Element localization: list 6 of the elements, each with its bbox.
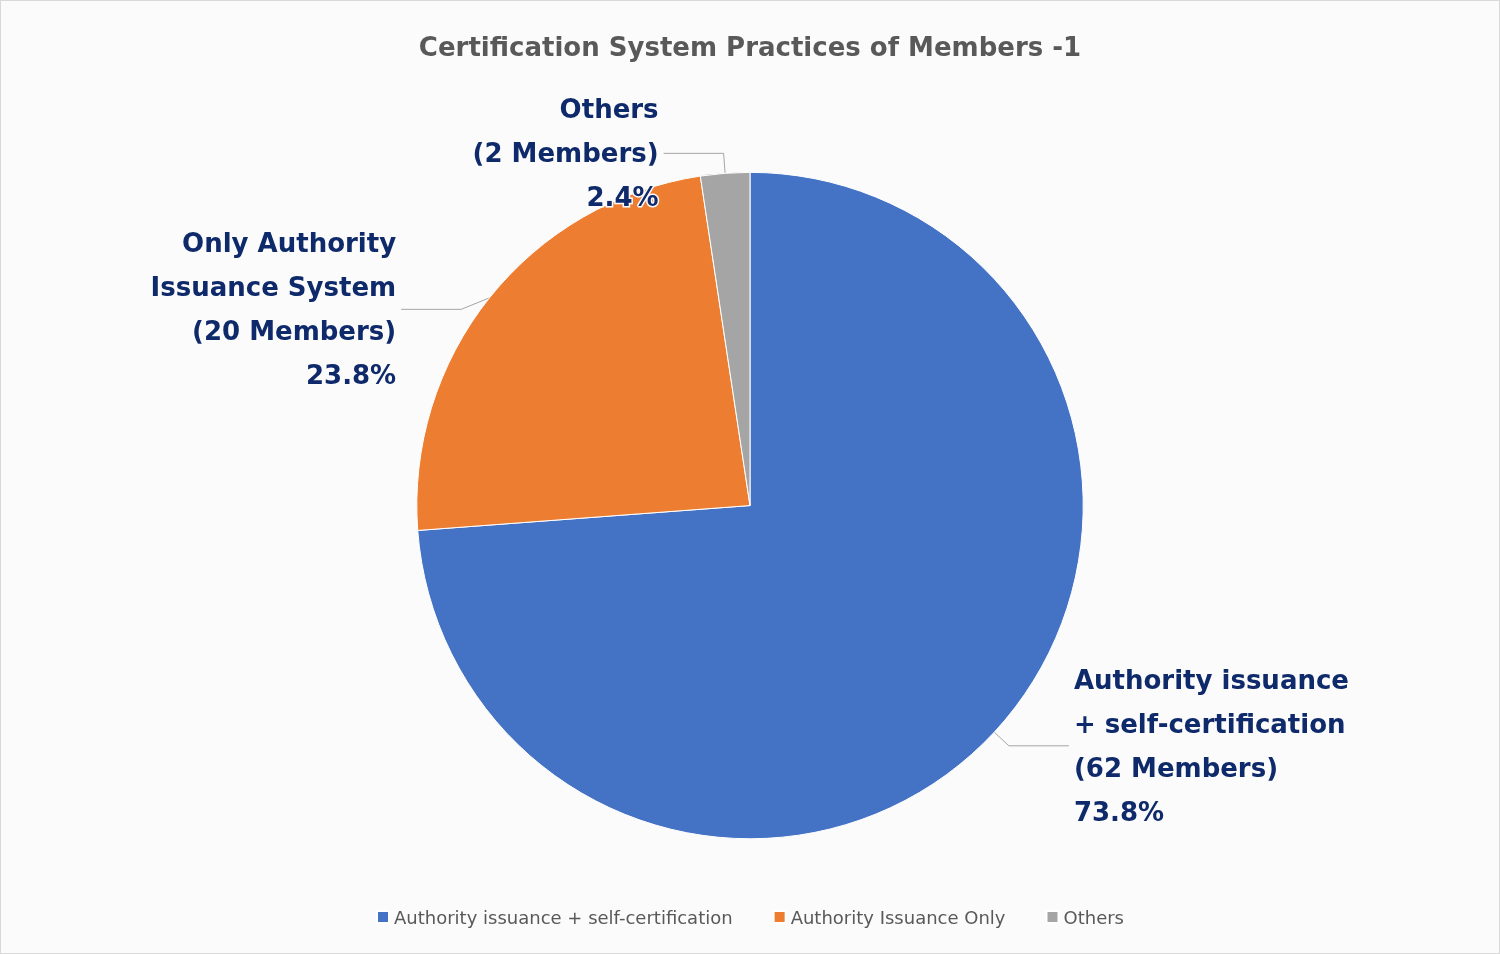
legend-label: Authority issuance + self-certification — [394, 906, 733, 928]
data-label: Authority issuance + self-certification (62 Members) 73.8% — [1073, 664, 1349, 827]
data-label: Only Authority Issuance System (20 Members) 23.8% — [150, 228, 397, 391]
chart-title: Certification System Practices of Members -1 — [418, 32, 1082, 62]
legend-label: Authority Issuance Only — [790, 906, 1006, 928]
legend-label: Others — [1063, 906, 1124, 928]
